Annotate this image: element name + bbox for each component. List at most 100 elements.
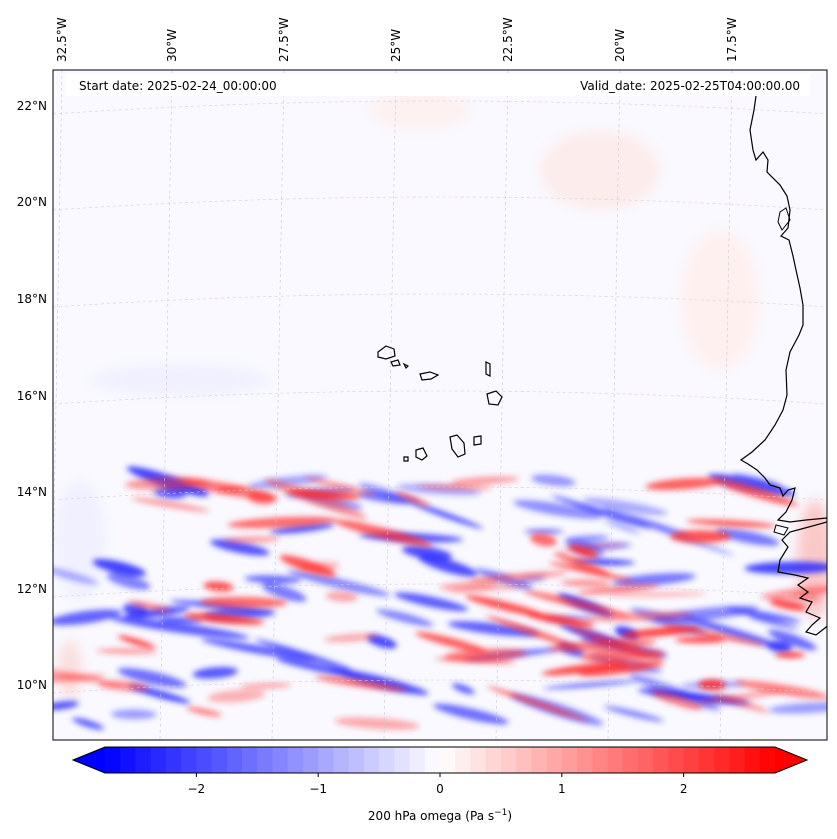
lat-label-6: 10°N bbox=[17, 678, 47, 692]
lon-label-0: 32.5°W bbox=[55, 17, 69, 62]
lat-label-2: 18°N bbox=[17, 292, 47, 306]
positive-band bbox=[53, 674, 106, 683]
meridian-line bbox=[271, 70, 285, 740]
positive-band bbox=[128, 600, 172, 613]
colorbar-segment bbox=[302, 747, 319, 773]
island-brava bbox=[403, 456, 409, 462]
positive-band bbox=[117, 635, 156, 649]
positive-band bbox=[324, 633, 380, 643]
colorbar-segment bbox=[485, 747, 502, 773]
positive-band bbox=[698, 679, 727, 691]
positive-band bbox=[395, 491, 431, 507]
positive-band bbox=[207, 689, 266, 703]
parallel-line bbox=[53, 293, 827, 308]
colorbar-segment bbox=[272, 747, 289, 773]
positive-band bbox=[179, 478, 280, 501]
colorbar-segment bbox=[698, 747, 715, 773]
lon-label-4: 22.5°W bbox=[501, 17, 515, 62]
colorbar-segment bbox=[257, 747, 273, 773]
negative-band bbox=[287, 570, 391, 597]
colorbar-segment bbox=[150, 747, 167, 773]
negative-band bbox=[396, 483, 481, 496]
negative-band bbox=[602, 508, 690, 537]
parallel-line bbox=[53, 390, 827, 405]
positive-band bbox=[775, 652, 805, 658]
africa-coastline bbox=[739, 95, 827, 636]
positive-band bbox=[186, 706, 222, 717]
negative-band bbox=[652, 605, 759, 623]
colorbar-tick-label: 1 bbox=[558, 782, 566, 796]
positive-band bbox=[734, 680, 827, 699]
island-boa-vista bbox=[486, 390, 503, 406]
positive-band bbox=[675, 637, 725, 643]
colorbar-tick-label: −2 bbox=[188, 782, 206, 796]
positive-band bbox=[530, 533, 557, 547]
negative-band bbox=[583, 497, 668, 516]
negative-band bbox=[123, 606, 190, 619]
negative-band bbox=[394, 592, 468, 612]
colorbar-segment bbox=[394, 747, 411, 773]
lat-label-3: 16°N bbox=[17, 389, 47, 403]
negative-band bbox=[451, 683, 475, 695]
positive-band bbox=[304, 477, 376, 496]
positive-band bbox=[334, 717, 420, 730]
negative-band bbox=[448, 621, 540, 637]
colorbar-segment bbox=[135, 747, 152, 773]
positive-band bbox=[541, 661, 630, 676]
start-date-label: Start date: 2025-02-24_00:00:00 bbox=[79, 79, 277, 93]
parallel-line bbox=[53, 196, 827, 211]
colorbar-extend-low bbox=[73, 747, 105, 773]
negative-band bbox=[603, 705, 664, 722]
colorbar-segment bbox=[516, 747, 532, 773]
colorbar-segment bbox=[759, 747, 776, 773]
lon-label-5: 20°W bbox=[613, 29, 627, 62]
positive-band bbox=[620, 626, 700, 638]
graticule bbox=[53, 70, 827, 740]
positive-band bbox=[548, 562, 634, 582]
island-santiago bbox=[449, 434, 466, 458]
negative-band bbox=[72, 717, 104, 730]
lon-label-3: 25°W bbox=[389, 29, 403, 62]
positive-band bbox=[560, 579, 611, 588]
colorbar-segment bbox=[683, 747, 700, 773]
colorbar-segment bbox=[561, 747, 578, 773]
colorbar-segment bbox=[409, 747, 426, 773]
colorbar-segment bbox=[637, 747, 654, 773]
negative-band bbox=[551, 495, 651, 529]
valid-date-label: Valid_date: 2025-02-25T04:00:00.00 bbox=[580, 79, 800, 93]
colorbar-segment bbox=[196, 747, 213, 773]
coast-inlet-2 bbox=[773, 524, 789, 536]
lat-label-4: 14°N bbox=[17, 485, 47, 499]
meridian-line bbox=[607, 70, 621, 740]
positive-band bbox=[333, 519, 433, 547]
positive-band bbox=[569, 627, 664, 661]
colorbar-segment bbox=[668, 747, 685, 773]
negative-band bbox=[543, 680, 639, 690]
negative-band bbox=[513, 500, 603, 519]
positive-band bbox=[711, 478, 798, 507]
parallel-line bbox=[53, 679, 827, 694]
colorbar-segment bbox=[348, 747, 365, 773]
positive-band bbox=[183, 613, 265, 625]
colorbar-segment bbox=[333, 747, 350, 773]
colorbar-segment bbox=[546, 747, 563, 773]
longitude-labels: 32.5°W 30°W 27.5°W 25°W 22.5°W 20°W 17.5°W bbox=[55, 17, 739, 62]
lon-label-1: 30°W bbox=[165, 29, 179, 62]
negative-band bbox=[708, 473, 795, 497]
colorbar-segment bbox=[181, 747, 197, 773]
positive-band bbox=[760, 585, 827, 600]
negative-band bbox=[376, 609, 434, 627]
positive-band bbox=[607, 592, 707, 597]
negative-band bbox=[531, 474, 576, 487]
colorbar-segment bbox=[379, 747, 395, 773]
positive-band bbox=[523, 590, 630, 617]
negative-band bbox=[748, 615, 799, 630]
colorbar-segment bbox=[729, 747, 746, 773]
meridian-line bbox=[159, 70, 173, 740]
colorbar-segment bbox=[226, 747, 243, 773]
positive-band bbox=[98, 680, 150, 692]
negative-band bbox=[275, 657, 365, 679]
positive-band bbox=[227, 516, 337, 529]
positive-band bbox=[435, 657, 516, 664]
colorbar-segment bbox=[592, 747, 608, 773]
